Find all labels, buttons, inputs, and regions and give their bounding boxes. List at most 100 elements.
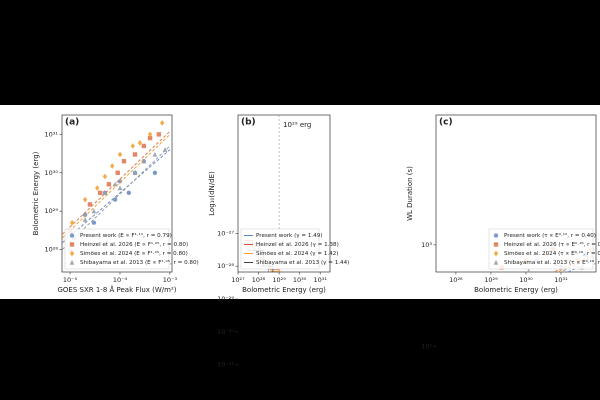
legend-box <box>64 228 170 270</box>
legend-marker <box>69 259 75 265</box>
x-tick-label: 10²⁷ <box>231 276 245 284</box>
marker-circle <box>454 314 458 318</box>
legend-label: Shibayama et al. 2013 (τ ∝ E⁰·¹⁶, r = 0.… <box>504 259 600 266</box>
y-tick-label: 10⁻²⁹ <box>217 295 234 303</box>
x-tick-label: 10²⁹ <box>484 276 498 284</box>
marker-diamond <box>130 143 135 149</box>
marker-diamond <box>159 119 165 126</box>
marker-square <box>513 304 517 308</box>
y-tick-label: 10⁻²⁸ <box>217 262 234 270</box>
legend-label: Heinzel et al. 2026 (γ = 1.38) <box>256 242 339 248</box>
x-tick-label: 10³⁰ <box>293 276 307 284</box>
legend-marker <box>493 259 499 265</box>
y-axis-label: WL Duration (s) <box>406 166 414 221</box>
legend-marker <box>69 242 75 247</box>
marker-circle <box>112 197 118 202</box>
marker-square <box>115 170 120 175</box>
marker-triangle <box>162 147 168 152</box>
legend-marker <box>493 233 499 238</box>
marker-triangle <box>152 151 158 157</box>
legend-marker <box>493 250 499 257</box>
y-tick-label: 10³⁰ <box>45 169 59 177</box>
legend-label: Simões et al. 2024 (E ∝ F¹·⁰⁵, r = 0.80) <box>80 250 188 257</box>
marker-square <box>132 152 138 157</box>
marker-triangle <box>117 185 123 191</box>
marker-circle <box>91 220 97 225</box>
fit-line <box>62 149 171 244</box>
marker-diamond <box>137 140 143 146</box>
legend-marker <box>69 233 75 238</box>
marker-diamond <box>102 173 108 180</box>
marker-triangle <box>527 268 531 272</box>
y-tick-label: 10³¹ <box>45 130 59 138</box>
marker-circle <box>82 212 88 218</box>
marker-diamond <box>117 151 123 158</box>
legend-marker <box>69 250 75 257</box>
x-tick-label: 10³¹ <box>313 276 327 284</box>
legend-label: Simões et al. 2024 (τ ∝ E⁰·¹⁶, r = 0.51) <box>504 250 600 257</box>
marker-diamond <box>69 219 75 226</box>
x-tick-label: 10²⁸ <box>252 276 266 284</box>
marker-circle <box>126 190 131 196</box>
x-tick-label: 10²⁸ <box>449 276 463 284</box>
marker-square <box>121 159 127 164</box>
y-tick-label: 10⁻²⁷ <box>217 229 234 237</box>
x-tick-label: 10³⁰ <box>519 276 533 284</box>
marker-square <box>87 202 93 207</box>
marker-square <box>106 182 112 187</box>
legend-label: Shibayama et al. 2013 (γ = 1.44) <box>256 260 349 266</box>
marker-diamond <box>95 185 100 191</box>
marker-diamond <box>475 318 479 324</box>
legend-label: Heinzel et al. 2026 (E ∝ F¹·⁰⁵, r = 0.80… <box>80 241 188 248</box>
x-axis-label: Bolometric Energy (erg) <box>242 286 326 294</box>
y-axis-label: Log₁₀(dN/dE) <box>208 171 216 216</box>
fit-line <box>279 283 326 395</box>
legend-label: Present work (E ∝ F¹·¹¹, r = 0.79) <box>80 232 172 239</box>
legend-label: Shibayama et al. 2013 (E ∝ F¹·⁰⁵, r = 0.… <box>80 259 199 266</box>
legend-box <box>240 228 320 270</box>
marker-diamond <box>147 131 153 138</box>
legend-label: Heinzel et al. 2026 (τ ∝ E⁰·¹⁶, r = 0.51… <box>504 241 600 248</box>
marker-circle <box>548 304 552 308</box>
y-tick-label: 10²⁹ <box>45 207 59 215</box>
marker-triangle <box>91 208 97 214</box>
marker-triangle <box>464 309 469 314</box>
marker-triangle <box>132 170 138 175</box>
x-axis-label: Bolometric Energy (erg) <box>474 286 558 294</box>
y-axis-label: Bolometric Energy (erg) <box>32 151 40 235</box>
x-tick-label: 10²⁹ <box>272 276 286 284</box>
legend-label: Present work (γ = 1.49) <box>256 233 322 239</box>
marker-diamond <box>82 196 88 203</box>
panel-label: (c) <box>439 118 453 128</box>
y-tick-label: 10⁻³⁰ <box>217 328 234 336</box>
y-tick-label: 10²⁸ <box>45 246 59 254</box>
marker-square <box>97 190 103 196</box>
annotation-text: 10²⁹ erg <box>283 121 311 129</box>
x-tick-label: 10⁻⁴ <box>113 276 128 284</box>
legend-box <box>488 228 594 270</box>
y-tick-label: 10³ <box>421 241 432 249</box>
panel-label: (a) <box>65 118 79 128</box>
marker-square <box>470 326 474 330</box>
marker-triangle <box>485 318 490 323</box>
marker-circle <box>117 179 123 184</box>
legend-label: Present work (τ ∝ E⁰·¹², r = 0.40) <box>504 232 596 239</box>
panel-label: (b) <box>241 118 256 128</box>
x-tick-label: 10⁻⁵ <box>63 276 78 284</box>
marker-triangle <box>102 190 108 196</box>
marker-circle <box>489 326 493 330</box>
marker-diamond <box>505 303 509 309</box>
y-tick-label: 10⁻³¹ <box>217 361 234 369</box>
marker-triangle <box>82 217 88 222</box>
x-tick-label: 10³¹ <box>554 276 568 284</box>
marker-square <box>147 135 153 141</box>
marker-circle <box>152 170 158 175</box>
marker-square <box>141 143 147 149</box>
x-axis-label: GOES SXR 1-8 Å Peak Flux (W/m²) <box>57 285 176 294</box>
fit-line <box>566 260 593 272</box>
x-tick-label: 10⁻³ <box>163 276 178 284</box>
marker-square <box>156 132 162 137</box>
legend-label: Simões et al. 2024 (γ = 1.42) <box>256 251 338 257</box>
